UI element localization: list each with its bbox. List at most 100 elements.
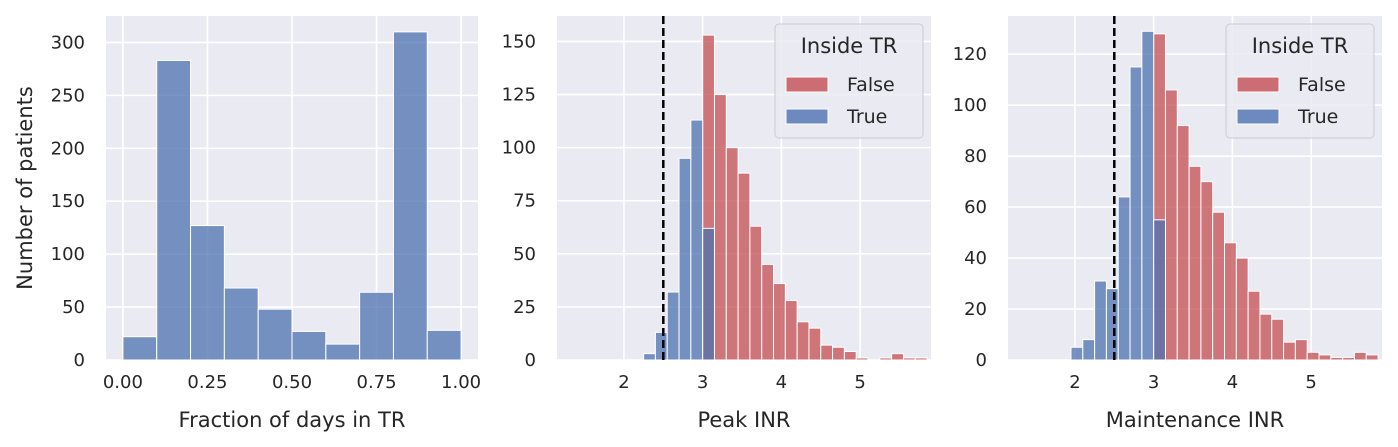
y-tick-label: 125 bbox=[502, 85, 536, 106]
histogram-bar bbox=[291, 330, 327, 361]
histogram-bar bbox=[820, 344, 834, 361]
histogram-bar bbox=[359, 291, 394, 361]
histogram-bar bbox=[1176, 125, 1190, 361]
y-tick-label: 0 bbox=[976, 350, 987, 371]
y-tick-label: 0 bbox=[525, 350, 536, 371]
y-tick-label: 150 bbox=[51, 191, 85, 212]
y-tick-label: 20 bbox=[964, 299, 987, 320]
histogram-bar bbox=[1342, 356, 1355, 361]
legend-swatch bbox=[1236, 108, 1280, 125]
y-tick-label: 60 bbox=[964, 197, 987, 218]
y-axis-label: Number of patients bbox=[13, 86, 37, 290]
legend-title: Inside TR bbox=[1252, 34, 1349, 58]
series-false bbox=[1153, 33, 1379, 361]
histogram-bar bbox=[1129, 66, 1143, 361]
histogram-bar bbox=[1294, 339, 1308, 361]
histogram-bar bbox=[257, 308, 293, 361]
histogram-bar bbox=[902, 357, 916, 361]
legend-swatch bbox=[785, 76, 829, 93]
legend-swatch bbox=[785, 108, 829, 125]
histogram-bar bbox=[666, 291, 680, 361]
legend-entry-label: True bbox=[1297, 106, 1338, 128]
histogram-bar bbox=[392, 31, 428, 361]
histogram-bar bbox=[702, 227, 715, 361]
legend: Inside TR False True bbox=[1225, 23, 1375, 139]
y-tick-label: 300 bbox=[51, 32, 85, 53]
x-tick-label: 0.00 bbox=[103, 372, 143, 393]
series-true bbox=[1070, 30, 1166, 361]
x-tick-label: 5 bbox=[854, 372, 865, 393]
y-tick-label: 250 bbox=[51, 85, 85, 106]
histogram-bar bbox=[190, 225, 225, 361]
histogram-bar bbox=[1224, 242, 1237, 361]
x-tick-label: 5 bbox=[1305, 372, 1316, 393]
x-tick-label: 0.25 bbox=[187, 372, 227, 393]
legend-entry-label: True bbox=[846, 106, 887, 128]
histogram-bar bbox=[690, 119, 704, 361]
histogram-bar bbox=[737, 172, 751, 361]
series-1 bbox=[122, 31, 462, 361]
y-tick-label: 0 bbox=[74, 350, 85, 371]
histogram-bar bbox=[879, 357, 893, 361]
histogram-bar bbox=[1082, 339, 1096, 361]
histogram-bar bbox=[1353, 351, 1367, 361]
y-tick-label: 100 bbox=[51, 244, 85, 265]
histogram-bar bbox=[891, 353, 904, 361]
histogram-bar bbox=[761, 263, 775, 361]
histogram-bar bbox=[832, 346, 845, 361]
y-tick-label: 120 bbox=[953, 44, 987, 65]
histogram-bar bbox=[122, 336, 158, 361]
histogram-bar bbox=[1117, 196, 1131, 361]
legend-title: Inside TR bbox=[801, 34, 898, 58]
histogram-bar bbox=[914, 357, 928, 361]
histogram-bar bbox=[1306, 351, 1320, 361]
histogram-bar bbox=[1200, 181, 1214, 361]
y-tick-label: 80 bbox=[964, 146, 987, 167]
histogram-bar bbox=[223, 287, 259, 361]
x-tick-label: 2 bbox=[618, 372, 629, 393]
histogram-bar bbox=[1247, 290, 1261, 361]
histogram-bar bbox=[1283, 341, 1296, 361]
legend: Inside TR False True bbox=[774, 23, 924, 139]
series-true bbox=[643, 119, 715, 361]
x-tick-label: 2 bbox=[1069, 372, 1080, 393]
histogram-bar bbox=[1164, 89, 1178, 361]
x-tick-label: 3 bbox=[1148, 372, 1159, 393]
histogram-bar bbox=[1212, 211, 1226, 361]
x-tick-label: 4 bbox=[776, 372, 787, 393]
histogram-bar bbox=[773, 283, 786, 361]
histogram-bar bbox=[725, 147, 739, 361]
x-axis-label: Maintenance INR bbox=[1106, 408, 1284, 432]
y-tick-label: 50 bbox=[62, 297, 85, 318]
histogram-bar bbox=[784, 300, 798, 361]
histogram-bar bbox=[1153, 219, 1166, 361]
histogram-bar bbox=[808, 327, 822, 361]
histogram-bar bbox=[156, 59, 192, 361]
histogram-bar bbox=[1070, 346, 1084, 361]
histogram-bar bbox=[1259, 313, 1273, 361]
y-tick-label: 150 bbox=[502, 31, 536, 52]
x-axis-label: Peak INR bbox=[697, 408, 790, 432]
y-tick-label: 75 bbox=[513, 191, 536, 212]
histogram-bar bbox=[678, 157, 692, 361]
legend-entry-label: False bbox=[847, 74, 895, 96]
histogram-bar bbox=[1105, 288, 1119, 361]
histogram-bar bbox=[654, 331, 668, 361]
histogram-bar bbox=[1330, 356, 1344, 361]
x-tick-label: 0.50 bbox=[272, 372, 312, 393]
histogram-bar bbox=[1318, 354, 1332, 361]
legend-swatch bbox=[1236, 76, 1280, 93]
y-tick-label: 40 bbox=[964, 248, 987, 269]
histogram-bar bbox=[1235, 257, 1249, 361]
histogram-bar bbox=[1141, 30, 1155, 361]
legend-entry-label: False bbox=[1298, 74, 1346, 96]
y-tick-label: 200 bbox=[51, 138, 85, 159]
histogram-bar bbox=[1188, 165, 1202, 361]
y-tick-label: 100 bbox=[502, 138, 536, 159]
chart-panel-1: 0.00 0.25 0.50 0.75 1.00 0 50 100 150 200 250 300 Fr… bbox=[13, 16, 481, 432]
histogram-bar bbox=[1271, 318, 1285, 361]
histogram-bar bbox=[855, 357, 869, 361]
x-tick-label: 4 bbox=[1227, 372, 1238, 393]
